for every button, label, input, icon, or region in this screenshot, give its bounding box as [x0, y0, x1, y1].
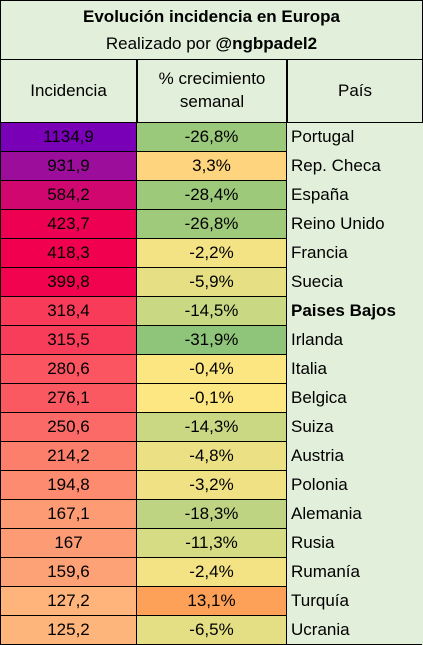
- table-row: 127,2 13,1% Turquía: [0, 587, 423, 616]
- cell-pais: Irlanda: [287, 326, 423, 355]
- header-pais: País: [287, 60, 423, 123]
- table-subtitle: Realizado por @ngbpadel2: [1, 34, 422, 54]
- cell-pais: Francia: [287, 239, 423, 268]
- cell-pais: Turquía: [287, 587, 423, 616]
- cell-pais: Austria: [287, 442, 423, 471]
- table-row: 214,2 -4,8% Austria: [0, 442, 423, 471]
- table-row: 1134,9 -26,8% Portugal: [0, 123, 423, 152]
- table-row: 167 -11,3% Rusia: [0, 529, 423, 558]
- table-row: 318,4 -14,5% Paises Bajos: [0, 297, 423, 326]
- cell-pais: Reino Unido: [287, 210, 423, 239]
- cell-incidencia: 167,1: [0, 500, 137, 529]
- title-block: Evolución incidencia en Europa Realizado…: [0, 0, 423, 60]
- table-row: 315,5 -31,9% Irlanda: [0, 326, 423, 355]
- cell-pais: Rusia: [287, 529, 423, 558]
- cell-pais: Suecia: [287, 268, 423, 297]
- cell-crecimiento: -0,4%: [137, 355, 287, 384]
- cell-incidencia: 159,6: [0, 558, 137, 587]
- cell-incidencia: 399,8: [0, 268, 137, 297]
- table-row: 584,2 -28,4% España: [0, 181, 423, 210]
- cell-incidencia: 127,2: [0, 587, 137, 616]
- cell-pais: Rumanía: [287, 558, 423, 587]
- subtitle-prefix: Realizado por: [105, 34, 211, 53]
- cell-incidencia: 280,6: [0, 355, 137, 384]
- cell-crecimiento: -26,8%: [137, 123, 287, 152]
- cell-incidencia: 250,6: [0, 413, 137, 442]
- table-row: 423,7 -26,8% Reino Unido: [0, 210, 423, 239]
- table-row: 276,1 -0,1% Belgica: [0, 384, 423, 413]
- cell-pais: Belgica: [287, 384, 423, 413]
- table-row: 167,1 -18,3% Alemania: [0, 500, 423, 529]
- header-incidencia: Incidencia: [0, 60, 137, 123]
- cell-crecimiento: 13,1%: [137, 587, 287, 616]
- cell-incidencia: 318,4: [0, 297, 137, 326]
- cell-incidencia: 423,7: [0, 210, 137, 239]
- cell-crecimiento: -14,3%: [137, 413, 287, 442]
- cell-incidencia: 418,3: [0, 239, 137, 268]
- cell-crecimiento: -3,2%: [137, 471, 287, 500]
- cell-pais: Alemania: [287, 500, 423, 529]
- cell-incidencia: 194,8: [0, 471, 137, 500]
- cell-incidencia: 276,1: [0, 384, 137, 413]
- table-row: 931,9 3,3% Rep. Checa: [0, 152, 423, 181]
- table-row: 250,6 -14,3% Suiza: [0, 413, 423, 442]
- cell-incidencia: 214,2: [0, 442, 137, 471]
- cell-crecimiento: -28,4%: [137, 181, 287, 210]
- cell-crecimiento: -2,2%: [137, 239, 287, 268]
- table-body: 1134,9 -26,8% Portugal 931,9 3,3% Rep. Checa 5…: [0, 123, 423, 645]
- cell-incidencia: 125,2: [0, 616, 137, 645]
- cell-pais: Polonia: [287, 471, 423, 500]
- cell-incidencia: 584,2: [0, 181, 137, 210]
- cell-pais: Paises Bajos: [287, 297, 423, 326]
- cell-incidencia: 931,9: [0, 152, 137, 181]
- cell-crecimiento: -6,5%: [137, 616, 287, 645]
- table-row: 125,2 -6,5% Ucrania: [0, 616, 423, 645]
- cell-crecimiento: -5,9%: [137, 268, 287, 297]
- cell-crecimiento: -4,8%: [137, 442, 287, 471]
- header-crecimiento-line2: semanal: [179, 92, 245, 111]
- table-row: 194,8 -3,2% Polonia: [0, 471, 423, 500]
- cell-incidencia: 315,5: [0, 326, 137, 355]
- table-row: 418,3 -2,2% Francia: [0, 239, 423, 268]
- cell-crecimiento: -26,8%: [137, 210, 287, 239]
- cell-pais: Rep. Checa: [287, 152, 423, 181]
- cell-crecimiento: -14,5%: [137, 297, 287, 326]
- table-row: 159,6 -2,4% Rumanía: [0, 558, 423, 587]
- cell-pais: Portugal: [287, 123, 423, 152]
- cell-incidencia: 167: [0, 529, 137, 558]
- table-title: Evolución incidencia en Europa: [83, 7, 340, 26]
- cell-pais: Italia: [287, 355, 423, 384]
- header-row: Incidencia % crecimiento semanal País: [0, 60, 423, 123]
- cell-crecimiento: -11,3%: [137, 529, 287, 558]
- cell-pais: España: [287, 181, 423, 210]
- cell-crecimiento: -2,4%: [137, 558, 287, 587]
- table-row: 399,8 -5,9% Suecia: [0, 268, 423, 297]
- cell-pais: Ucrania: [287, 616, 423, 645]
- cell-crecimiento: -0,1%: [137, 384, 287, 413]
- cell-incidencia: 1134,9: [0, 123, 137, 152]
- cell-crecimiento: 3,3%: [137, 152, 287, 181]
- table-row: 280,6 -0,4% Italia: [0, 355, 423, 384]
- cell-crecimiento: -31,9%: [137, 326, 287, 355]
- header-crecimiento: % crecimiento semanal: [137, 60, 287, 123]
- header-crecimiento-line1: % crecimiento: [158, 69, 266, 89]
- author-handle: @ngbpadel2: [215, 34, 318, 53]
- cell-crecimiento: -18,3%: [137, 500, 287, 529]
- cell-pais: Suiza: [287, 413, 423, 442]
